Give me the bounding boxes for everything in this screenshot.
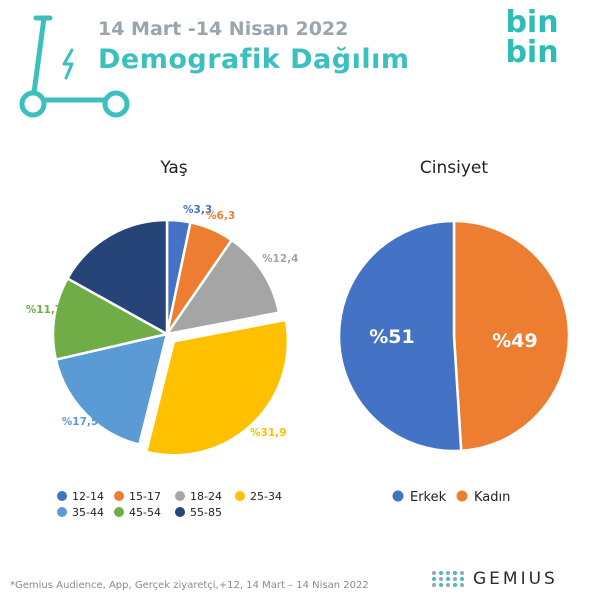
age-data-label-45-54: %11,7 (26, 304, 62, 316)
age-legend-label-45-54: 45-54 (129, 506, 161, 519)
gender-data-label-kad-n: %49 (492, 330, 537, 352)
age-legend-label-25-34: 25-34 (250, 490, 282, 503)
age-legend-label-35-44: 35-44 (72, 506, 104, 519)
age-legend-label-12-14: 12-14 (72, 490, 104, 503)
age-legend: 12-14 15-17 18-24 25-34 35-44 45-54 55-85 (57, 490, 282, 519)
age-legend-marker-35-44 (57, 507, 67, 517)
gender-chart-title: Cinsiyet (419, 158, 489, 178)
age-legend-label-55-85: 55-85 (190, 506, 222, 519)
date-range: 14 Mart -14 Nisan 2022 (98, 18, 349, 40)
gender-legend-marker-kad-n (456, 490, 468, 502)
logo-line-1: bin (505, 5, 559, 40)
gender-pie-chart: %51 %49 (337, 219, 571, 453)
age-legend-marker-18-24 (175, 491, 185, 501)
gemius-dots-icon (432, 571, 465, 587)
gender-legend-label-kad-n: Kadın (474, 490, 510, 505)
age-chart-title: Yaş (160, 158, 188, 178)
gender-legend-label-erkek: Erkek (410, 490, 447, 505)
age-legend-marker-55-85 (175, 507, 185, 517)
age-slice-35-44 (54, 332, 169, 447)
binbin-logo: bin bin (497, 8, 567, 68)
page-title: Demografik Dağılım (98, 44, 410, 75)
age-data-label-15-17: %6,3 (206, 210, 235, 222)
age-pie-chart: %3,3%6,3 %12,4 %31,9 %17,5 %11,7 (26, 204, 298, 457)
gender-data-label-erkek: %51 (369, 326, 414, 348)
age-slice-25-34 (144, 318, 290, 457)
age-legend-marker-15-17 (114, 491, 124, 501)
age-data-label-25-34: %31,9 (250, 427, 286, 439)
gender-legend-marker-erkek (392, 490, 404, 502)
gender-slice-erkek (337, 219, 463, 453)
gemius-logo: GEMIUS (432, 569, 558, 589)
gender-slice-kad-n (452, 219, 571, 453)
age-data-label-12-14: %3,3 (183, 204, 212, 216)
age-legend-marker-25-34 (235, 491, 245, 501)
age-slice-45-54 (51, 276, 171, 362)
gemius-brand: GEMIUS (473, 569, 558, 589)
age-slice-55-85 (65, 218, 169, 337)
age-data-label-18-24: %12,4 (262, 253, 298, 265)
gender-legend: Erkek Kadın (392, 490, 510, 505)
logo-line-2: bin (505, 35, 559, 70)
age-legend-label-18-24: 18-24 (190, 490, 222, 503)
scooter-icon (19, 15, 130, 118)
age-data-label-35-44: %17,5 (62, 416, 98, 428)
age-legend-marker-12-14 (57, 491, 67, 501)
age-legend-marker-45-54 (114, 507, 124, 517)
age-legend-label-15-17: 15-17 (129, 490, 161, 503)
age-slice-18-24 (164, 238, 281, 336)
footnote: *Gemius Audience, App, Gerçek ziyaretçi,… (10, 580, 369, 591)
